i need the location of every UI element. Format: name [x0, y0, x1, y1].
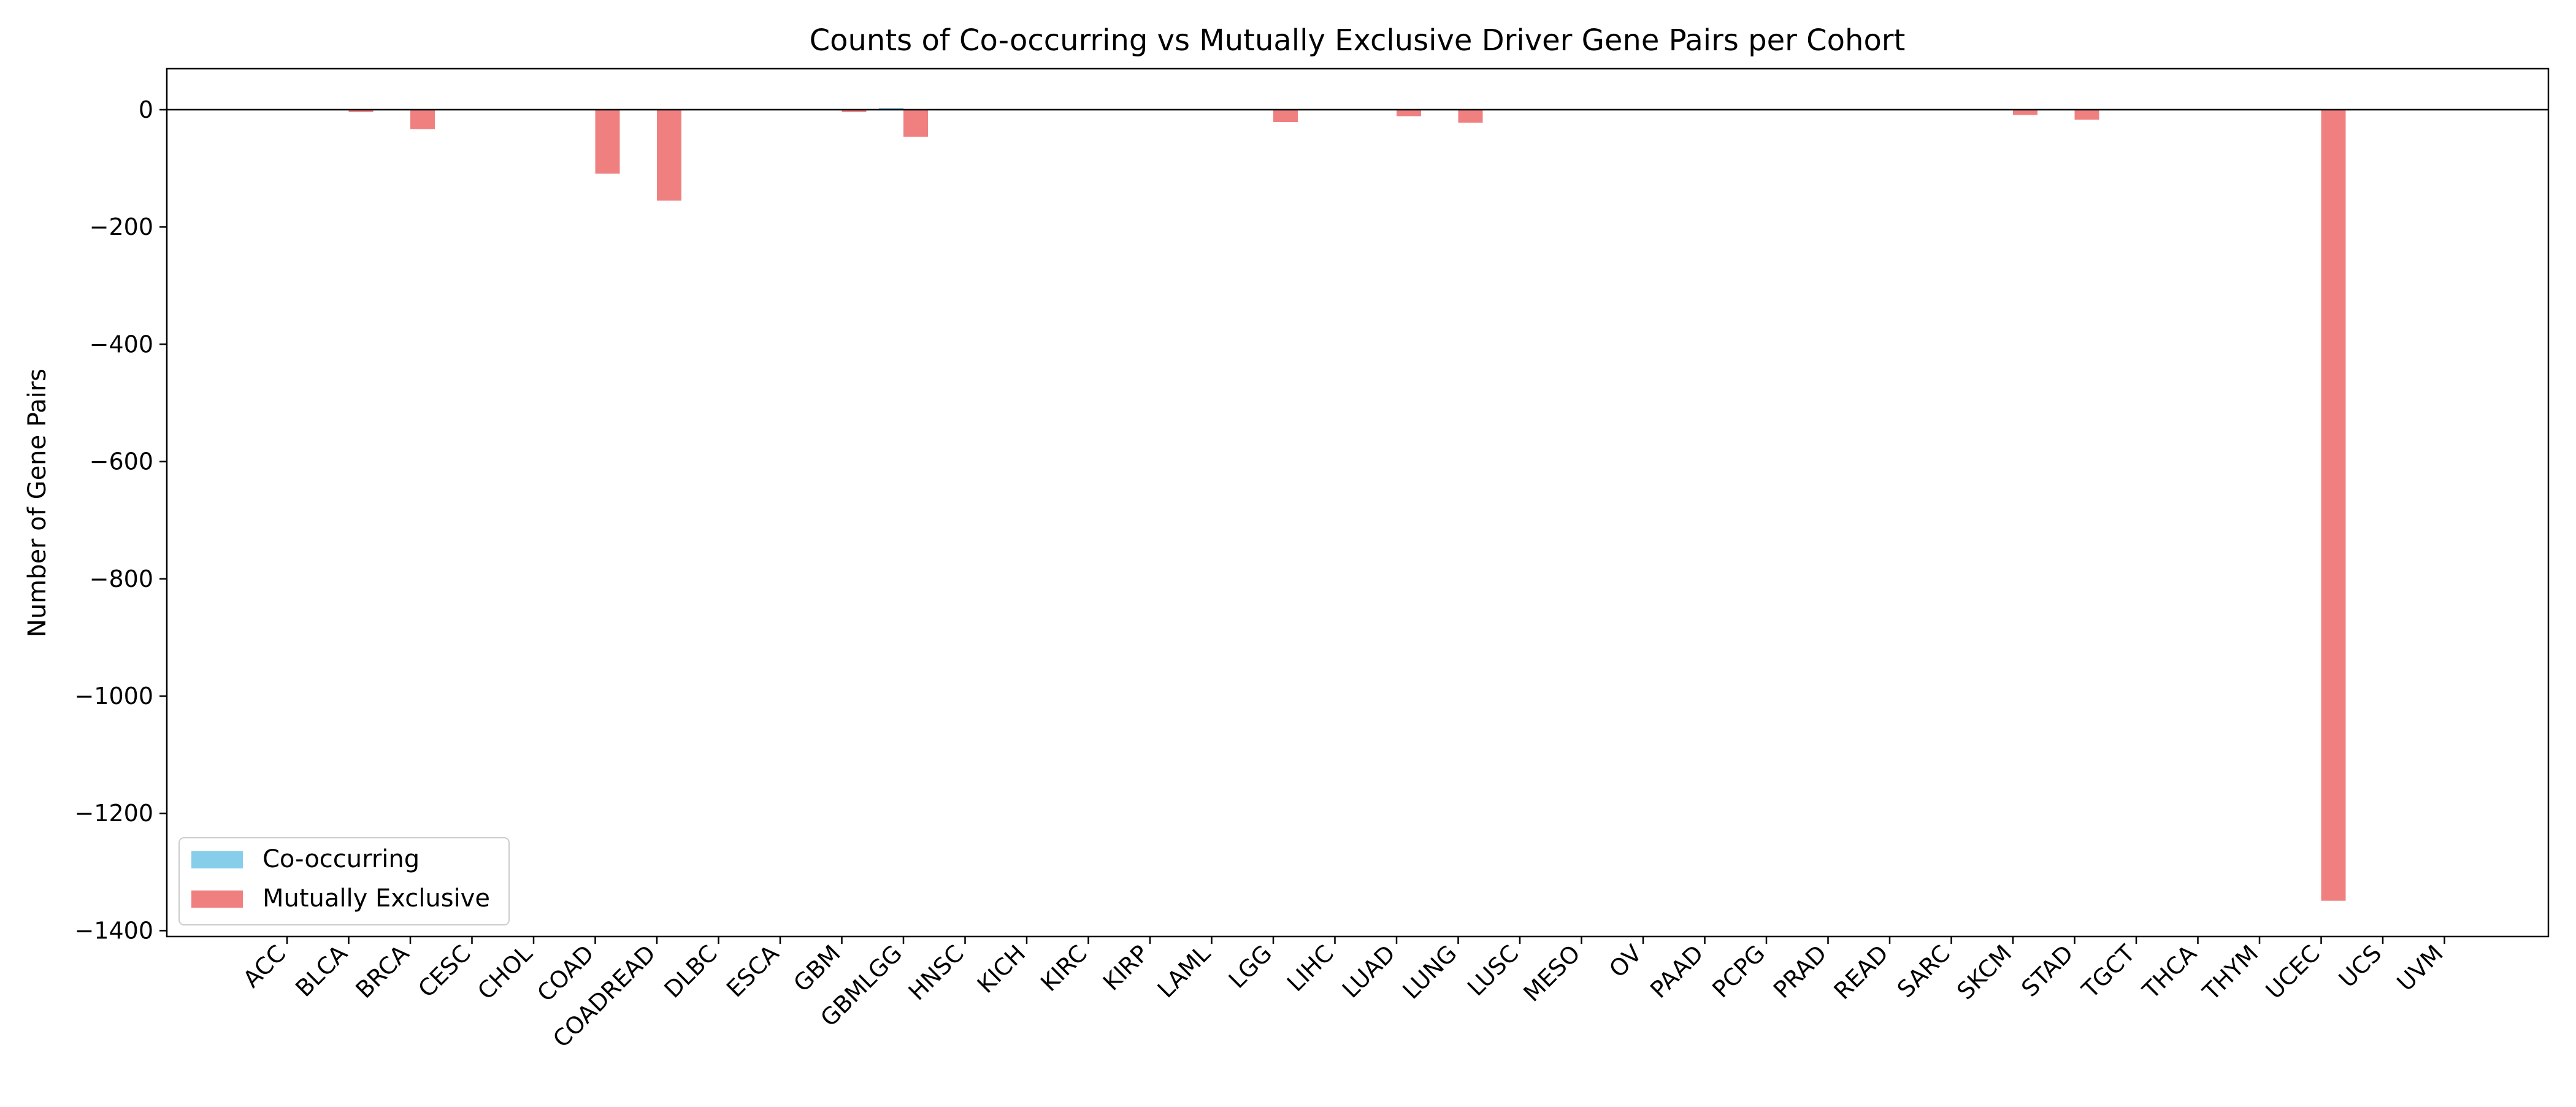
bar-mutually-exclusive-stad — [2074, 109, 2099, 120]
bar-co-occurring-gbmlgg — [879, 108, 903, 110]
bar-mutually-exclusive-coadread — [657, 109, 681, 201]
bar-mutually-exclusive-skcm — [2013, 109, 2037, 115]
legend-box — [178, 837, 510, 925]
bar-mutually-exclusive-brca — [410, 109, 435, 129]
legend-swatch-co-occurring — [191, 851, 243, 868]
legend-label-co-occurring: Co-occurring — [263, 845, 420, 873]
y-tick-label: −200 — [90, 213, 153, 240]
legend-swatch-mutually-exclusive — [191, 891, 243, 908]
legend-label-mutually-exclusive: Mutually Exclusive — [263, 884, 490, 913]
bar-mutually-exclusive-coad — [595, 109, 620, 174]
bar-mutually-exclusive-lung — [1458, 109, 1483, 123]
bar-mutually-exclusive-blca — [348, 109, 374, 112]
y-tick-label: −600 — [90, 448, 153, 475]
plot-frame — [166, 67, 2550, 938]
bar-mutually-exclusive-lgg — [1273, 109, 1298, 123]
y-tick-label: −400 — [90, 331, 153, 358]
bar-mutually-exclusive-ucec — [2321, 109, 2346, 901]
y-tick-label: 0 — [139, 96, 153, 123]
bar-mutually-exclusive-gbm — [841, 109, 867, 112]
y-axis-label: Number of Gene Pairs — [23, 369, 52, 637]
bar-mutually-exclusive-gbmlgg — [903, 109, 928, 137]
y-tick-label: −1200 — [74, 800, 153, 827]
y-tick-label: −1400 — [74, 917, 153, 944]
y-tick-label: −800 — [90, 565, 153, 592]
bar-mutually-exclusive-luad — [1397, 109, 1421, 117]
y-tick-label: −1000 — [74, 683, 153, 710]
chart-title: Counts of Co-occurring vs Mutually Exclu… — [810, 23, 1906, 58]
legend: Co-occurring Mutually Exclusive — [178, 837, 510, 925]
